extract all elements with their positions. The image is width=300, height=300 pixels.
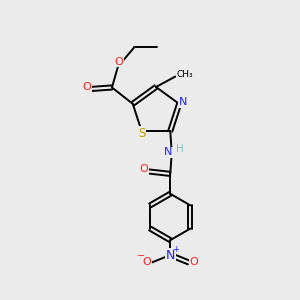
Text: O: O bbox=[189, 257, 198, 267]
Text: O: O bbox=[82, 82, 91, 92]
Text: H: H bbox=[176, 144, 184, 154]
Text: O: O bbox=[140, 164, 148, 174]
Text: O: O bbox=[115, 57, 124, 67]
Text: −: − bbox=[137, 251, 146, 261]
Text: +: + bbox=[172, 244, 179, 253]
Text: O: O bbox=[142, 257, 151, 267]
Text: N: N bbox=[164, 148, 172, 158]
Text: N: N bbox=[166, 248, 175, 262]
Text: S: S bbox=[138, 127, 145, 140]
Text: N: N bbox=[178, 97, 187, 107]
Text: CH₃: CH₃ bbox=[176, 70, 193, 79]
